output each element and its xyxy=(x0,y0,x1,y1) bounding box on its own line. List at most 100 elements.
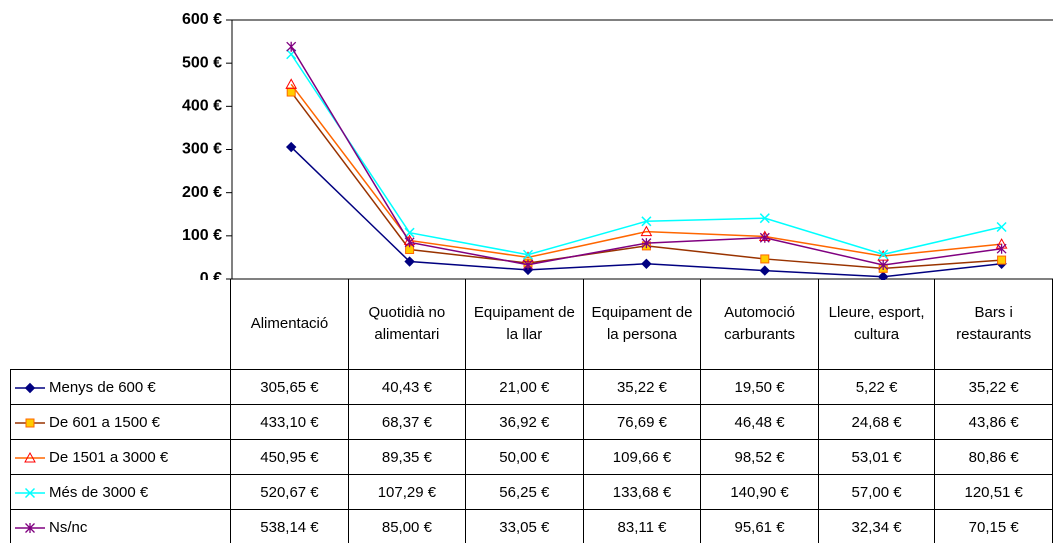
marker xyxy=(25,418,35,428)
y-tick-label: 600 € xyxy=(182,11,222,28)
y-tick-label: 400 € xyxy=(182,98,222,115)
value-cell: 109,66 € xyxy=(582,439,702,475)
value-cell: 5,22 € xyxy=(817,369,936,405)
marker xyxy=(997,255,1007,265)
value-cell: 33,05 € xyxy=(465,509,584,543)
x-tick-label: Equipament de la llar xyxy=(465,279,584,370)
x-tick-label: Equipament de la persona xyxy=(582,279,702,370)
value-cell: 56,25 € xyxy=(465,474,584,510)
marker xyxy=(878,260,889,271)
value-cell: 305,65 € xyxy=(230,369,349,405)
marker xyxy=(641,216,652,227)
value-cell: 19,50 € xyxy=(700,369,819,405)
x-tick-label: Bars i restaurants xyxy=(934,279,1053,370)
marker xyxy=(404,237,415,248)
table-row: De 601 a 1500 € 433,10 €68,37 €36,92 €76,… xyxy=(9,404,1053,440)
marker xyxy=(285,141,297,153)
legend-swatch xyxy=(15,487,45,498)
value-cell: 107,29 € xyxy=(347,474,467,510)
marker xyxy=(24,451,36,463)
value-cell: 85,00 € xyxy=(347,509,467,543)
value-cell: 76,69 € xyxy=(582,404,702,440)
table-row: De 1501 a 3000 € 450,95 €89,35 €50,00 €10… xyxy=(9,439,1053,475)
legend-label: Més de 3000 € xyxy=(49,483,149,501)
value-cell: 95,61 € xyxy=(700,509,819,543)
value-cell: 40,43 € xyxy=(347,369,467,405)
data-table: Alimentació Quotidià no alimentari Equipam… xyxy=(9,279,1053,543)
value-cell: 450,95 € xyxy=(230,439,349,475)
value-cell: 53,01 € xyxy=(817,439,936,475)
table-row: Més de 3000 € 520,67 €107,29 €56,25 €133,… xyxy=(9,474,1053,510)
marker xyxy=(996,243,1007,254)
marker xyxy=(877,271,889,280)
legend-entry: Ns/nc xyxy=(9,509,232,543)
y-tick-label: 100 € xyxy=(182,227,222,244)
table-row: Ns/nc 538,14 €85,00 €33,05 €83,11 €95,61 … xyxy=(9,509,1053,543)
legend-swatch xyxy=(15,382,45,393)
series-line xyxy=(290,83,1002,259)
x-tick-label: Quotidià no alimentari xyxy=(347,279,467,370)
x-tick-label: Lleure, esport, cultura xyxy=(817,279,936,370)
y-tick-label: 200 € xyxy=(182,184,222,201)
value-cell: 120,51 € xyxy=(934,474,1053,510)
marker xyxy=(404,227,415,238)
value-cell: 133,68 € xyxy=(582,474,702,510)
legend-entry: Menys de 600 € xyxy=(9,369,232,405)
value-cell: 83,11 € xyxy=(582,509,702,543)
value-cell: 24,68 € xyxy=(817,404,936,440)
value-cell: 140,90 € xyxy=(700,474,819,510)
chart: 0 € 100 € 200 € 300 € 400 € 500 € 600 € xyxy=(182,11,1053,280)
legend-swatch xyxy=(15,451,45,463)
marker xyxy=(24,487,36,498)
y-tick-label: 500 € xyxy=(182,54,222,71)
value-cell: 57,00 € xyxy=(817,474,936,510)
marker xyxy=(640,225,653,237)
value-cell: 43,86 € xyxy=(934,404,1053,440)
marker xyxy=(759,265,771,276)
value-cell: 70,15 € xyxy=(934,509,1053,543)
value-cell: 98,52 € xyxy=(700,439,819,475)
legend-label: De 601 a 1500 € xyxy=(49,413,160,431)
x-tick-label: Automoció carburants xyxy=(700,279,819,370)
marker xyxy=(25,522,35,533)
value-cell: 21,00 € xyxy=(465,369,584,405)
marker xyxy=(286,41,297,52)
series-line xyxy=(290,146,1002,278)
x-tick-label: Alimentació xyxy=(230,279,349,370)
blank-cell xyxy=(10,279,232,370)
legend-swatch xyxy=(15,418,45,428)
marker xyxy=(760,254,770,264)
legend-entry: De 601 a 1500 € xyxy=(9,404,232,440)
marker xyxy=(641,238,652,249)
marker xyxy=(522,249,534,260)
legend-label: Ns/nc xyxy=(49,518,88,536)
marker xyxy=(996,221,1007,233)
marker xyxy=(523,259,533,270)
value-cell: 80,86 € xyxy=(934,439,1053,475)
y-tick-label: 300 € xyxy=(182,141,222,158)
marker xyxy=(759,213,770,224)
marker xyxy=(404,256,415,267)
legend-label: Menys de 600 € xyxy=(49,378,156,396)
marker xyxy=(285,78,298,89)
marker xyxy=(759,232,770,243)
value-cell: 50,00 € xyxy=(465,439,584,475)
marker xyxy=(878,249,889,260)
legend-swatch xyxy=(15,522,45,533)
table-row: Menys de 600 € 305,65 €40,43 €21,00 €35,2… xyxy=(9,369,1053,405)
marker xyxy=(641,258,652,270)
legend-entry: De 1501 a 3000 € xyxy=(9,439,232,475)
y-tick-label: 0 € xyxy=(200,270,222,280)
legend-label: De 1501 a 3000 € xyxy=(49,448,169,466)
value-cell: 68,37 € xyxy=(347,404,467,440)
value-cell: 36,92 € xyxy=(465,404,584,440)
category-row: Alimentació Quotidià no alimentari Equipam… xyxy=(10,279,1053,370)
value-cell: 32,34 € xyxy=(817,509,936,543)
value-cell: 46,48 € xyxy=(700,404,819,440)
value-cell: 538,14 € xyxy=(230,509,349,543)
value-cell: 89,35 € xyxy=(347,439,467,475)
value-cell: 520,67 € xyxy=(230,474,349,510)
value-cell: 35,22 € xyxy=(582,369,702,405)
legend-entry: Més de 3000 € xyxy=(9,474,232,510)
